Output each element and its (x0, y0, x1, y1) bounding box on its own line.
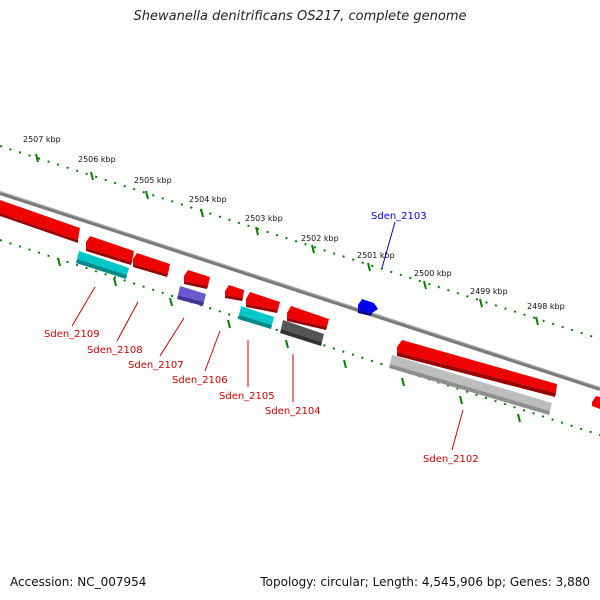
genome-summary-text: Topology: circular; Length: 4,545,906 bp… (260, 575, 590, 589)
gene-sden-2103[interactable] (358, 299, 378, 316)
feature-cyan-2[interactable] (238, 306, 274, 329)
gene-label-sden-2108[interactable]: Sden_2108 (87, 345, 143, 356)
gene-sden-2107[interactable] (184, 270, 210, 289)
gene-sden-2109[interactable] (86, 236, 134, 265)
feature-light-gray[interactable] (389, 355, 552, 415)
gene-sden-2108[interactable] (133, 253, 170, 277)
kbp-label-2499: 2499 kbp (470, 287, 508, 296)
genome-backbone (0, 191, 600, 391)
gene-sden-2102[interactable] (397, 340, 557, 397)
backbone-highlight (0, 191, 600, 388)
label-leaders (71, 221, 464, 451)
kbp-label-2500: 2500 kbp (414, 269, 452, 278)
gene-label-sden-2104[interactable]: Sden_2104 (265, 406, 321, 417)
outer-major-ticks (35, 153, 539, 326)
feature-cyan-1[interactable] (76, 251, 129, 279)
accession-text: Accession: NC_007954 (10, 575, 147, 589)
gene-sden-2110[interactable] (0, 200, 80, 243)
kbp-label-2506: 2506 kbp (78, 155, 116, 164)
map-title: Shewanella denitrificans OS217, complete… (133, 9, 467, 24)
gene-label-sden-2102[interactable]: Sden_2102 (423, 454, 479, 465)
kbp-label-2503: 2503 kbp (245, 214, 283, 223)
kbp-label-2502: 2502 kbp (301, 234, 339, 243)
kbp-label-2498: 2498 kbp (527, 302, 565, 311)
kbp-label-2505: 2505 kbp (134, 176, 172, 185)
gene-label-sden-2106[interactable]: Sden_2106 (172, 375, 228, 386)
gene-label-sden-2105[interactable]: Sden_2105 (219, 391, 275, 402)
gene-sden-2105[interactable] (246, 292, 280, 313)
inner-major-ticks (57, 257, 521, 423)
kbp-label-2507: 2507 kbp (23, 135, 61, 144)
gene-label-sden-2109[interactable]: Sden_2109 (44, 329, 100, 340)
kbp-label-2504: 2504 kbp (189, 195, 227, 204)
gene-label-sden-2103[interactable]: Sden_2103 (371, 211, 427, 222)
feature-dark-gray[interactable] (280, 320, 324, 346)
gene-sden-2101[interactable] (592, 396, 600, 409)
gene-label-sden-2107[interactable]: Sden_2107 (128, 360, 184, 371)
feature-purple[interactable] (177, 286, 206, 306)
kbp-label-2501: 2501 kbp (357, 251, 395, 260)
gene-sden-2106[interactable] (225, 285, 244, 301)
gene-sden-2104[interactable] (287, 306, 329, 330)
